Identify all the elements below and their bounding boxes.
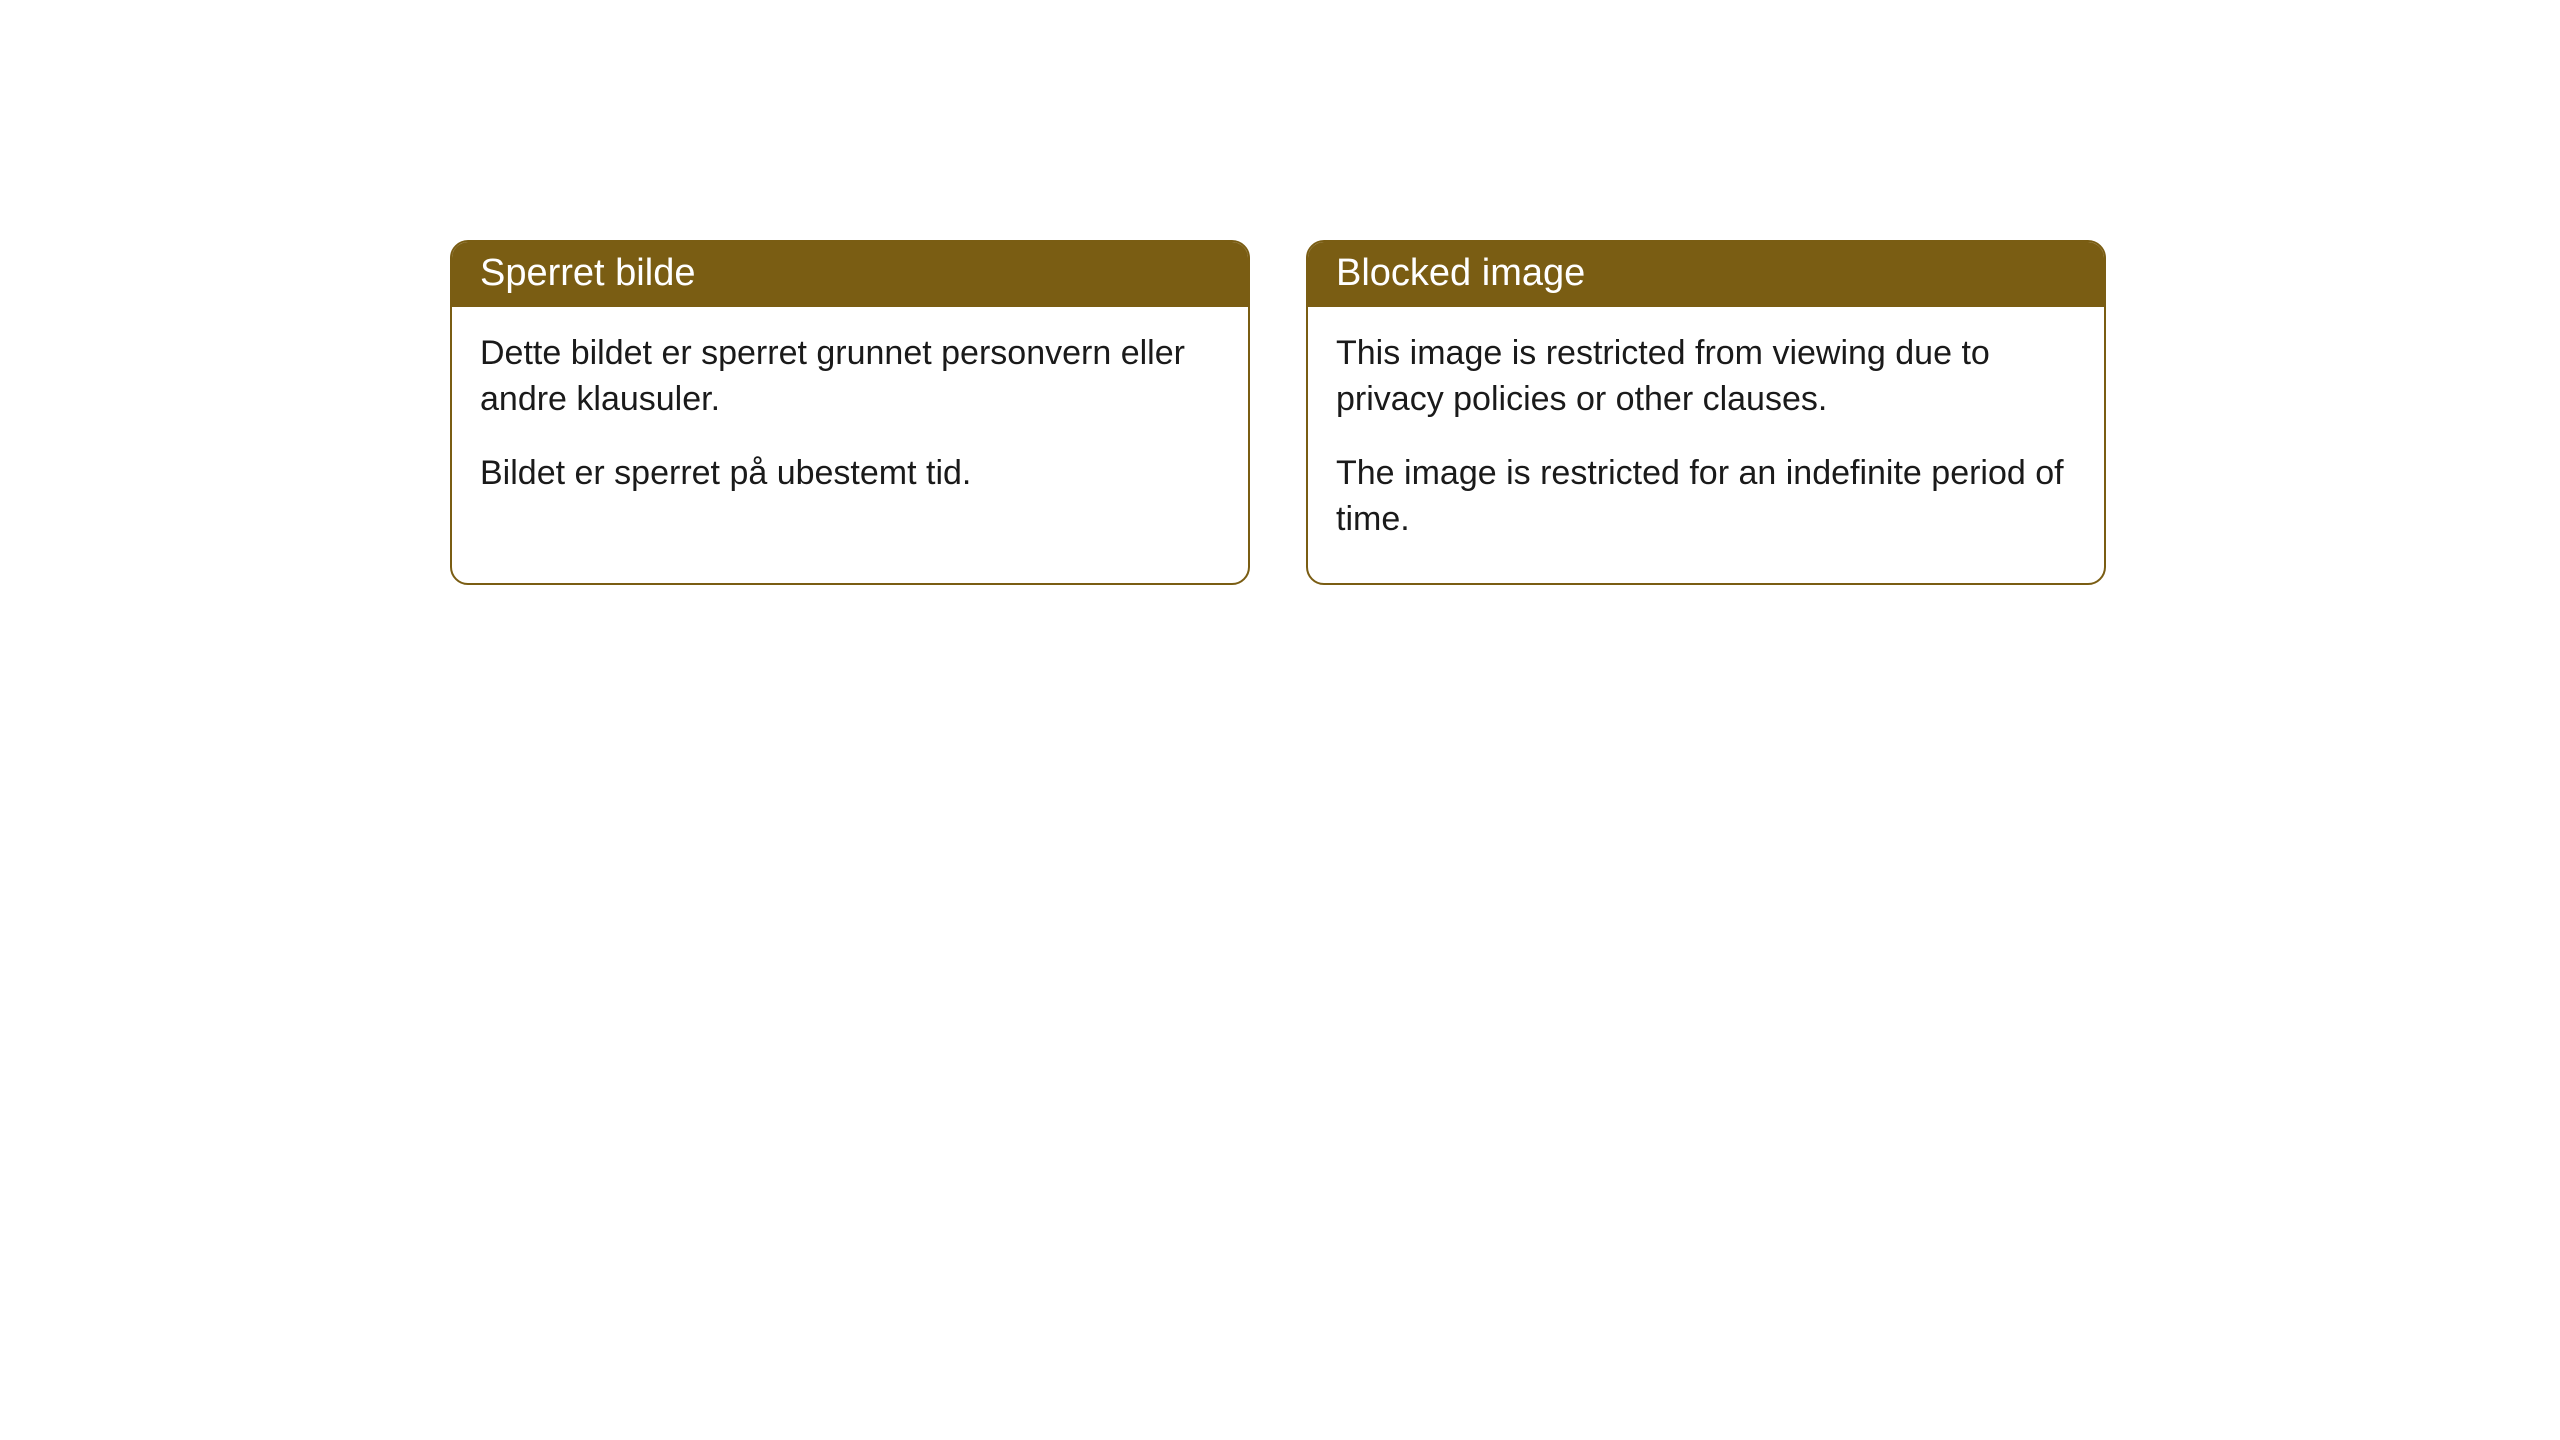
card-body-norwegian: Dette bildet er sperret grunnet personve… — [452, 307, 1248, 537]
card-body-english: This image is restricted from viewing du… — [1308, 307, 2104, 583]
card-header-english: Blocked image — [1308, 242, 2104, 307]
notice-cards-container: Sperret bilde Dette bildet er sperret gr… — [450, 240, 2106, 585]
card-text-2: Bildet er sperret på ubestemt tid. — [480, 451, 1220, 497]
card-text-1: Dette bildet er sperret grunnet personve… — [480, 331, 1220, 423]
notice-card-english: Blocked image This image is restricted f… — [1306, 240, 2106, 585]
card-text-2: The image is restricted for an indefinit… — [1336, 451, 2076, 543]
card-header-norwegian: Sperret bilde — [452, 242, 1248, 307]
notice-card-norwegian: Sperret bilde Dette bildet er sperret gr… — [450, 240, 1250, 585]
card-text-1: This image is restricted from viewing du… — [1336, 331, 2076, 423]
